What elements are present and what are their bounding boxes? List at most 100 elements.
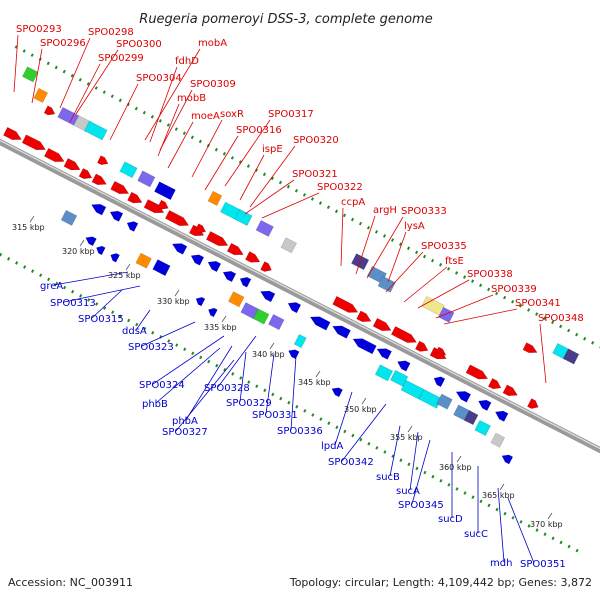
forward-gene-24 — [527, 398, 539, 409]
inner-arrow-4 — [208, 307, 218, 318]
kbp-tick-mark — [456, 455, 462, 463]
gene-label-spo0328: SPO0328 — [204, 383, 250, 394]
forward-gene-3 — [63, 158, 81, 171]
reverse-gene-3 — [126, 221, 139, 232]
outer-block-7 — [154, 181, 176, 201]
inner-block-17 — [490, 432, 506, 448]
leader-top-3 — [75, 49, 119, 115]
gene-label-spo0298: SPO0298 — [88, 27, 134, 38]
genome-backbone — [0, 138, 600, 454]
leader-top-5 — [144, 48, 201, 141]
outer-block-17 — [438, 306, 455, 323]
leader-top-25 — [435, 294, 494, 319]
leader-top-22 — [385, 251, 424, 293]
inner-block-16 — [474, 420, 491, 436]
kbp-tick-label: 350 kbp — [344, 405, 377, 414]
leader-top-18 — [340, 207, 344, 267]
map-title: Ruegeria pomeroyi DSS-3, complete genome — [139, 12, 432, 27]
leader-bottom-3 — [135, 309, 151, 331]
gene-label-ispe: ispE — [262, 144, 283, 155]
reverse-gene-5 — [190, 254, 205, 266]
inner-arrow-7 — [501, 454, 514, 465]
leader-top-19 — [355, 215, 376, 275]
leader-bottom-21 — [507, 497, 535, 564]
forward-gene-9 — [164, 210, 190, 226]
leader-top-27 — [539, 323, 547, 384]
gene-label-spo0342: SPO0342 — [328, 457, 374, 468]
forward-gene-17 — [372, 317, 392, 331]
reverse-gene-8 — [239, 276, 252, 288]
leader-bottom-7 — [217, 335, 257, 388]
gene-label-spo0313: SPO0313 — [50, 298, 96, 309]
forward-gene-16 — [356, 310, 372, 322]
forward-gene-15 — [332, 295, 359, 313]
kbp-tick-label: 335 kbp — [204, 323, 237, 332]
gene-label-spo0293: SPO0293 — [16, 24, 62, 35]
outer-arrow-3 — [194, 223, 207, 234]
kbp-tick-label: 365 kbp — [482, 491, 515, 500]
kbp-tick-label: 325 kbp — [108, 271, 141, 280]
reverse-gene-6 — [207, 261, 222, 273]
gene-label-moea: moeA — [191, 111, 220, 122]
outer-block-0 — [22, 66, 39, 83]
inner-block-6 — [252, 308, 270, 325]
leader-top-16 — [244, 179, 295, 215]
backbone-highlight — [0, 139, 600, 450]
forward-gene-1 — [21, 134, 46, 151]
inner-arrow-6 — [331, 387, 343, 398]
kbp-tick-label: 340 kbp — [252, 350, 285, 359]
gene-label-spo0315: SPO0315 — [78, 314, 124, 325]
outer-arrow-1 — [96, 155, 109, 166]
leader-top-9 — [157, 103, 180, 157]
forward-gene-18 — [390, 326, 417, 343]
gene-label-soxr: soxR — [220, 109, 244, 120]
forward-gene-0 — [3, 126, 22, 141]
leader-top-14 — [239, 154, 265, 201]
leader-top-15 — [249, 145, 296, 208]
inner-block-8 — [293, 334, 307, 349]
inner-arrow-1 — [96, 245, 106, 256]
gene-label-spo0336: SPO0336 — [277, 426, 323, 437]
gene-label-spo0316: SPO0316 — [236, 125, 282, 136]
outer-block-19 — [562, 348, 580, 365]
gene-label-spo0320: SPO0320 — [293, 135, 339, 146]
leader-top-12 — [224, 119, 271, 187]
outer-block-12 — [280, 237, 297, 254]
reverse-gene-7 — [222, 271, 237, 283]
backbone-line — [0, 138, 600, 454]
gene-label-succ: sucC — [464, 529, 488, 540]
kbp-tick-mark — [125, 263, 131, 271]
leader-top-8 — [159, 89, 193, 151]
reverse-gene-1 — [91, 203, 107, 216]
leader-bottom-20 — [497, 487, 505, 563]
leader-top-6 — [149, 66, 178, 143]
kbp-tick-mark — [547, 512, 553, 520]
reverse-gene-16 — [433, 376, 446, 388]
leader-top-20 — [366, 216, 404, 279]
forward-gene-8 — [143, 199, 165, 214]
leader-bottom-16 — [409, 431, 419, 491]
kbp-tick-mark — [174, 289, 180, 297]
forward-gene-2 — [43, 147, 65, 163]
reverse-gene-14 — [376, 348, 392, 360]
inner-arrow-5 — [288, 349, 300, 360]
genome-summary-text: Topology: circular; Length: 4,109,442 bp… — [289, 576, 592, 589]
forward-gene-19 — [414, 340, 429, 352]
forward-gene-22 — [487, 378, 502, 390]
gene-label-spo0300: SPO0300 — [116, 39, 162, 50]
leader-top-21 — [387, 231, 407, 283]
leader-bottom-8 — [239, 351, 247, 403]
inner-arrow-3 — [195, 297, 206, 307]
inner-block-15 — [463, 410, 479, 426]
leader-bottom-13 — [334, 391, 353, 446]
leader-top-17 — [261, 192, 320, 219]
leader-bottom-5 — [152, 335, 225, 385]
leader-top-10 — [191, 119, 223, 178]
outer-arrow-2 — [157, 199, 169, 210]
outer-arrow-5 — [522, 342, 538, 354]
gene-label-ccpa: ccpA — [341, 197, 365, 208]
gene-label-spo0317: SPO0317 — [268, 109, 314, 120]
leader-bottom-6 — [155, 347, 221, 404]
leader-top-24 — [417, 279, 470, 309]
